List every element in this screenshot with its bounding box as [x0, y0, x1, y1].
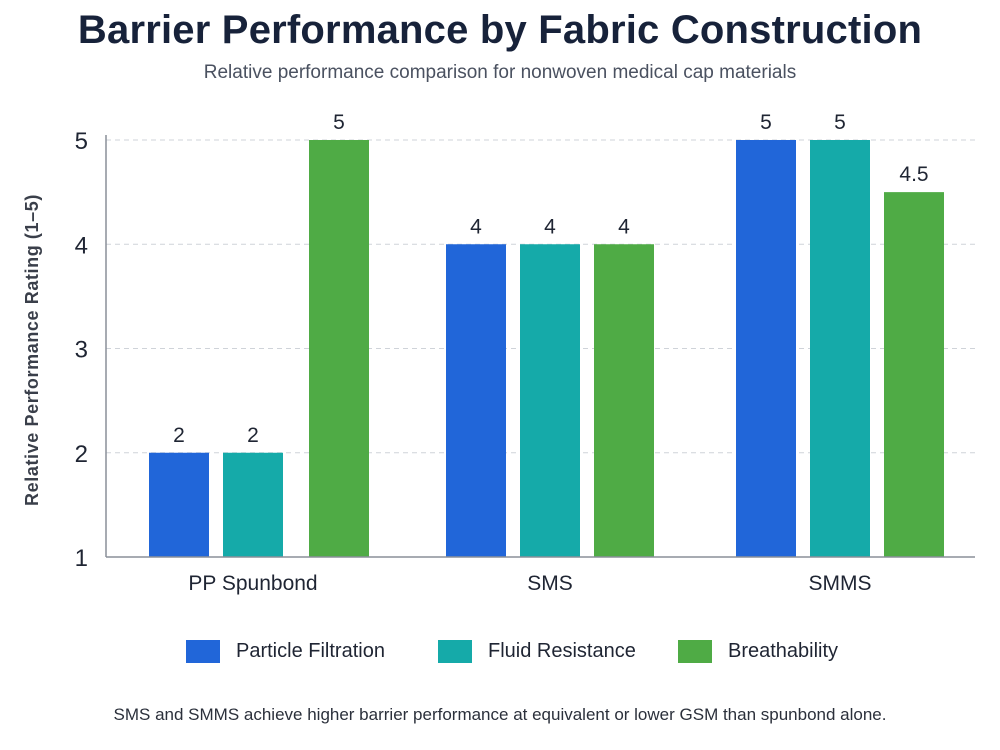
chart-subtitle: Relative performance comparison for nonw… [203, 62, 797, 83]
data-label: 5 [333, 111, 345, 134]
data-label: 4.5 [899, 163, 928, 186]
data-label: 4 [618, 215, 630, 238]
legend-swatch [678, 639, 712, 663]
y-tick-label: 5 [75, 128, 88, 155]
y-tick-label: 4 [75, 232, 88, 259]
bar-sms-fluid-resistance [520, 244, 580, 557]
y-tick-label: 2 [75, 441, 88, 468]
bar-smms-particle-filtration [736, 140, 796, 557]
bar-pp-spunbond-particle-filtration [149, 452, 209, 557]
x-tick-label: SMMS [809, 572, 872, 595]
legend-label: Breathability [728, 639, 839, 662]
legend-swatch [438, 639, 472, 663]
bar-smms-fluid-resistance [810, 140, 870, 557]
chart-title: Barrier Performance by Fabric Constructi… [77, 8, 923, 52]
y-axis-label: Relative Performance Rating (1–5) [22, 194, 42, 506]
bar-chart: 1 2 3 4 5 2 2 5 PP Spunbond 4 4 4 SMS 5 5 4.5 SMMS Relat… [22, 111, 975, 595]
legend-swatch [186, 639, 220, 663]
data-label: 4 [470, 215, 482, 238]
legend-item: Particle Filtration [186, 636, 385, 666]
footnote: SMS and SMMS achieve higher barrier perf… [113, 705, 887, 724]
data-label: 2 [247, 424, 259, 447]
legend-item: Breathability [678, 636, 838, 666]
bar-pp-spunbond-fluid-resistance [223, 452, 283, 557]
legend: Particle Filtration Fluid Resistance Breat… [0, 636, 1000, 666]
x-tick-label: PP Spunbond [188, 572, 317, 595]
y-tick-label: 1 [75, 545, 88, 572]
bar-pp-spunbond-breathability [309, 140, 369, 557]
data-label: 2 [173, 424, 185, 447]
label-layer: 1 2 3 4 5 2 2 5 PP Spunbond 4 4 4 SMS 5 5 4.5 SMMS [75, 111, 929, 595]
data-label: 5 [834, 111, 846, 134]
bar-layer [149, 140, 944, 557]
legend-item: Fluid Resistance [438, 636, 636, 666]
bar-sms-breathability [594, 244, 654, 557]
legend-label: Particle Filtration [236, 639, 385, 662]
legend-label: Fluid Resistance [488, 639, 636, 662]
bar-sms-particle-filtration [446, 244, 506, 557]
x-tick-label: SMS [527, 572, 573, 595]
data-label: 5 [760, 111, 772, 134]
y-tick-label: 3 [75, 337, 88, 364]
bar-smms-breathability [884, 192, 944, 557]
data-label: 4 [544, 215, 556, 238]
